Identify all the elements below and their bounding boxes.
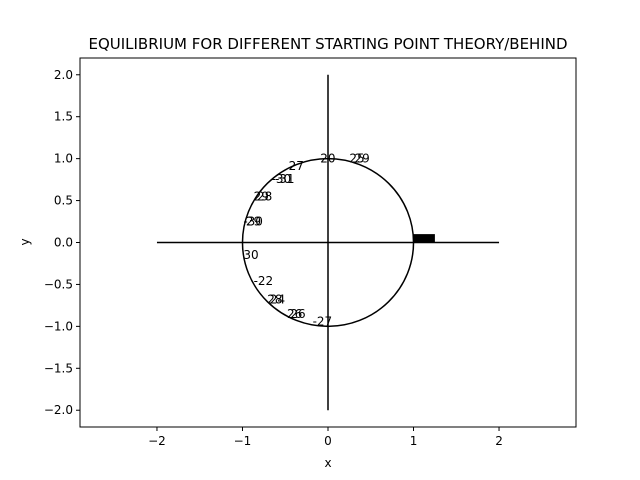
point-annotation: 25	[349, 152, 364, 166]
point-annotation: 28	[257, 189, 272, 203]
chart-title: EQUILIBRIUM FOR DIFFERENT STARTING POINT…	[88, 35, 567, 53]
y-tick-label: −1.0	[44, 319, 73, 333]
y-tick-label: −0.5	[44, 277, 73, 291]
point-annotation: 27	[289, 159, 304, 173]
x-tick-label: 0	[324, 434, 332, 448]
point-annotation: 29	[254, 189, 269, 203]
point-annotation: 29	[355, 152, 370, 166]
point-annotation: 26	[287, 307, 302, 321]
x-axis-label: x	[324, 456, 331, 470]
point-annotation: 30	[243, 248, 258, 262]
point-annotation: 26	[290, 307, 305, 321]
x-tick-label: −1	[234, 434, 252, 448]
point-annotation: 20	[320, 152, 335, 166]
y-tick-label: −2.0	[44, 403, 73, 417]
equilibrium-band	[413, 234, 435, 243]
x-axis: −2 −1 0 1 2	[148, 427, 503, 448]
point-annotation: 24	[270, 293, 285, 307]
y-tick-label: 0.0	[54, 236, 73, 250]
point-annotation: 29	[246, 215, 261, 229]
point-annotation: -27	[313, 314, 333, 328]
point-annotation: 28	[267, 293, 282, 307]
point-annotation: -30	[272, 172, 292, 186]
y-tick-label: 2.0	[54, 68, 73, 82]
point-annotation: -31	[275, 172, 295, 186]
y-axis-label: y	[18, 238, 32, 245]
plot-frame	[79, 57, 577, 428]
y-axis: 2.0 1.5 1.0 0.5 0.0 −0.5 −1.0 −1.5 −2.0	[44, 68, 80, 417]
y-tick-label: 1.5	[54, 110, 73, 124]
point-annotation: -22	[254, 274, 274, 288]
x-tick-label: 1	[410, 434, 418, 448]
y-tick-label: 0.5	[54, 194, 73, 208]
x-tick-label: −2	[148, 434, 166, 448]
y-tick-label: 1.0	[54, 152, 73, 166]
y-tick-label: −1.5	[44, 361, 73, 375]
x-tick-label: 2	[495, 434, 503, 448]
point-annotation: -30	[243, 215, 263, 229]
